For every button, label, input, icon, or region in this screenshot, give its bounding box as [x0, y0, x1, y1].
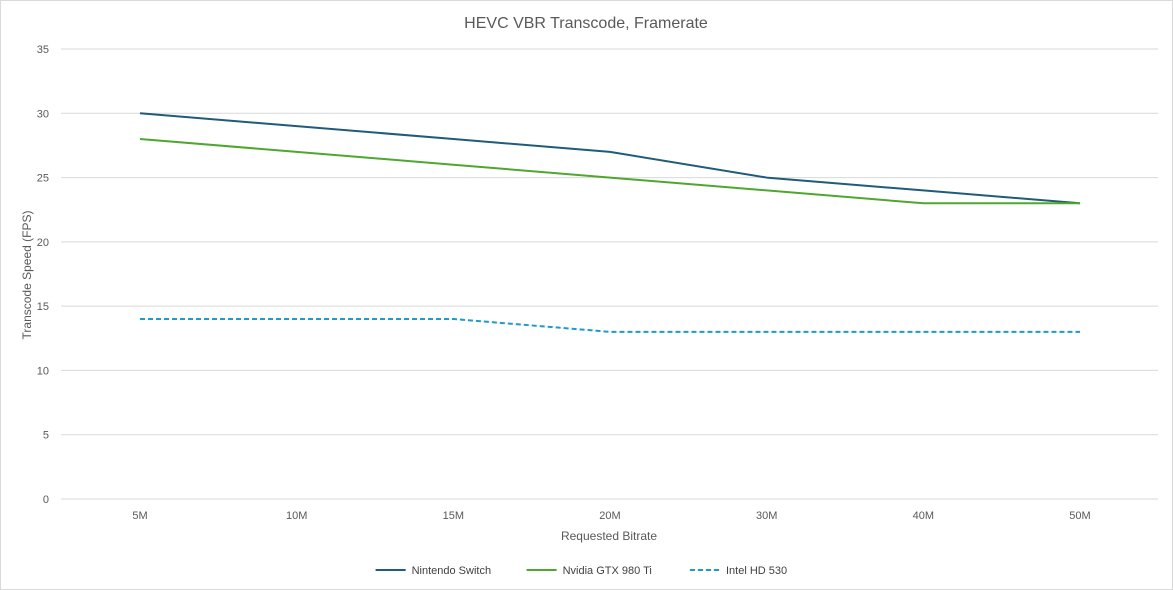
x-axis-ticks: 5M 10M 15M 20M 30M 40M 50M	[132, 510, 1090, 522]
y-tick-label: 0	[43, 494, 49, 506]
y-tick-label: 20	[37, 237, 49, 249]
legend-label: Nintendo Switch	[412, 565, 492, 577]
series-line-intel-hd-530	[140, 318, 1080, 333]
x-tick-label: 40M	[913, 510, 934, 522]
legend-label: Intel HD 530	[726, 565, 787, 577]
gridlines	[61, 48, 1158, 500]
y-tick-label: 30	[37, 108, 49, 120]
x-tick-label: 20M	[599, 510, 620, 522]
legend-item-nvidia-gtx-980-ti[interactable]: Nvidia GTX 980 Ti	[526, 565, 652, 577]
x-tick-label: 15M	[443, 510, 464, 522]
y-tick-label: 5	[43, 430, 49, 442]
legend-item-nintendo-switch[interactable]: Nintendo Switch	[375, 565, 492, 577]
y-tick-label: 10	[37, 365, 49, 377]
x-axis-title: Requested Bitrate	[561, 529, 657, 543]
x-tick-label: 5M	[132, 510, 147, 522]
x-tick-label: 10M	[286, 510, 307, 522]
legend-label: Nvidia GTX 980 Ti	[563, 565, 652, 577]
y-axis-title: Transcode Speed (FPS)	[20, 211, 34, 340]
series-line-nvidia-gtx-980-ti	[139, 138, 1080, 205]
y-tick-label: 25	[37, 173, 49, 185]
legend[interactable]: Nintendo Switch Nvidia GTX 980 Ti Intel HD…	[375, 565, 788, 577]
y-axis-ticks: 0 5 10 15 20 25 30 35	[37, 44, 49, 506]
chart-title: HEVC VBR Transcode, Framerate	[464, 15, 708, 32]
y-tick-label: 35	[37, 44, 49, 56]
series-line-nintendo-switch	[139, 112, 1081, 205]
x-tick-label: 50M	[1069, 510, 1090, 522]
legend-item-intel-hd-530[interactable]: Intel HD 530	[690, 565, 787, 577]
x-tick-label: 30M	[756, 510, 777, 522]
series-lines	[139, 112, 1081, 333]
y-tick-label: 15	[37, 301, 49, 313]
